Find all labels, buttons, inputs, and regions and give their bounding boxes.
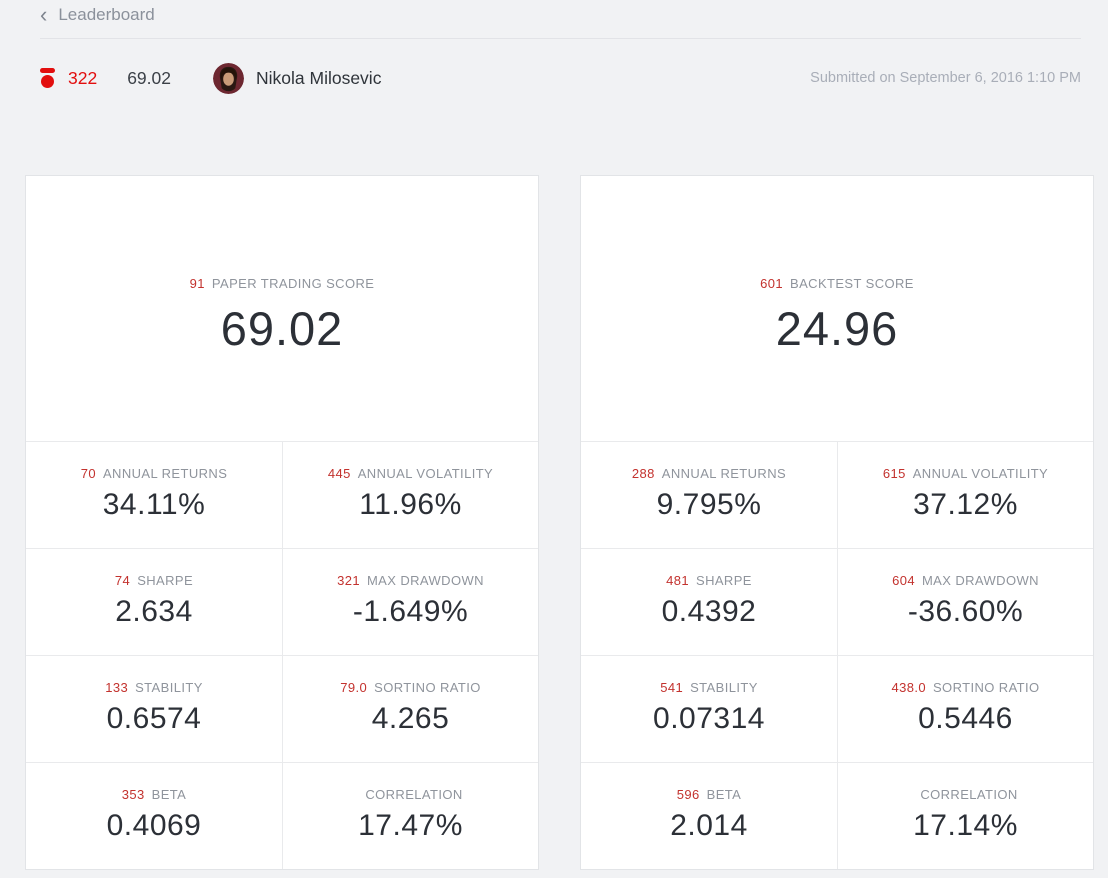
metric-label: STABILITY — [135, 680, 203, 695]
metric-value: 0.6574 — [106, 702, 202, 735]
metric-value: -36.60% — [907, 595, 1024, 628]
score-value: 69.02 — [220, 301, 344, 355]
metric-rank: 481 — [666, 573, 689, 588]
score-card: 601 BACKTEST SCORE 24.96 288 ANNUAL RETU… — [580, 175, 1094, 870]
metric-label: MAX DRAWDOWN — [366, 573, 484, 588]
metric-cell: CORRELATION 17.14% — [837, 762, 1093, 869]
metric-value: 0.5446 — [918, 702, 1013, 735]
metric-label: SHARPE — [696, 573, 752, 588]
metric-value: 4.265 — [371, 702, 450, 735]
chevron-left-icon: ‹ — [40, 2, 48, 27]
score-panel: 91 PAPER TRADING SCORE 69.02 — [26, 176, 538, 441]
participant-score: 69.02 — [127, 67, 171, 88]
back-link[interactable]: ‹ Leaderboard — [40, 1, 155, 29]
metric-value: 37.12% — [913, 488, 1018, 521]
metric-value: 0.4069 — [106, 809, 202, 842]
metric-cell: 445 ANNUAL VOLATILITY 11.96% — [282, 441, 538, 548]
metric-label: BETA — [151, 787, 187, 802]
score-rank: 91 — [189, 275, 205, 291]
metric-rank: 74 — [114, 573, 131, 588]
metric-label: SORTINO RATIO — [374, 680, 481, 695]
metric-cell: 353 BETA 0.4069 — [26, 762, 282, 869]
submitted-timestamp: Submitted on September 6, 2016 1:10 PM — [810, 70, 1081, 86]
metric-rank: 615 — [882, 466, 906, 481]
metric-grid: 288 ANNUAL RETURNS 9.795% 615 ANNUAL VOL… — [581, 441, 1093, 869]
medal-icon — [40, 68, 55, 88]
metric-label: ANNUAL VOLATILITY — [357, 466, 494, 481]
metric-label: STABILITY — [690, 680, 758, 695]
metric-cell: 604 MAX DRAWDOWN -36.60% — [837, 548, 1093, 655]
metric-cell: 321 MAX DRAWDOWN -1.649% — [282, 548, 538, 655]
metric-grid: 70 ANNUAL RETURNS 34.11% 445 ANNUAL VOLA… — [26, 441, 538, 869]
metric-value: 17.14% — [913, 809, 1018, 842]
participant-rank: 322 — [68, 67, 98, 88]
metric-value: -1.649% — [352, 595, 469, 628]
metric-value: 9.795% — [656, 488, 762, 521]
metric-rank: 445 — [327, 466, 351, 481]
metric-rank: 133 — [105, 680, 129, 695]
metric-rank: 79.0 — [340, 680, 368, 695]
metric-rank: 288 — [631, 466, 655, 481]
metric-cell: 615 ANNUAL VOLATILITY 37.12% — [837, 441, 1093, 548]
metric-rank: 541 — [660, 680, 684, 695]
metric-rank: 321 — [337, 573, 360, 588]
metric-cell: 541 STABILITY 0.07314 — [581, 655, 837, 762]
metric-cell: CORRELATION 17.47% — [282, 762, 538, 869]
header-divider — [40, 38, 1081, 39]
score-card: 91 PAPER TRADING SCORE 69.02 70 ANNUAL R… — [25, 175, 539, 870]
metric-rank: 438.0 — [891, 680, 926, 695]
metric-value: 2.634 — [115, 595, 193, 628]
participant-name: Nikola Milosevic — [256, 67, 382, 88]
metric-cell: 79.0 SORTINO RATIO 4.265 — [282, 655, 538, 762]
metric-label: SORTINO RATIO — [932, 680, 1040, 695]
metric-label: CORRELATION — [365, 787, 463, 802]
score-label: BACKTEST SCORE — [790, 275, 914, 291]
metric-cell: 70 ANNUAL RETURNS 34.11% — [26, 441, 282, 548]
score-label: PAPER TRADING SCORE — [211, 275, 375, 291]
metric-cell: 288 ANNUAL RETURNS 9.795% — [581, 441, 837, 548]
metric-label: CORRELATION — [920, 787, 1018, 802]
participant-row: 322 69.02 Nikola Milosevic Submitted on … — [40, 59, 1081, 97]
metric-label: BETA — [706, 787, 742, 802]
score-panel: 601 BACKTEST SCORE 24.96 — [581, 176, 1093, 441]
metric-cell: 596 BETA 2.014 — [581, 762, 837, 869]
metric-value: 0.4392 — [661, 595, 757, 628]
metric-value: 11.96% — [359, 488, 462, 521]
metric-cell: 481 SHARPE 0.4392 — [581, 548, 837, 655]
metric-rank: 604 — [892, 573, 915, 588]
metric-cell: 438.0 SORTINO RATIO 0.5446 — [837, 655, 1093, 762]
metric-label: ANNUAL VOLATILITY — [912, 466, 1049, 481]
metric-label: ANNUAL RETURNS — [661, 466, 787, 481]
metric-rank: 70 — [80, 466, 96, 481]
metric-value: 2.014 — [670, 809, 748, 842]
metric-rank: 596 — [676, 787, 700, 802]
score-cards: 91 PAPER TRADING SCORE 69.02 70 ANNUAL R… — [25, 175, 1094, 870]
metric-label: ANNUAL RETURNS — [102, 466, 228, 481]
metric-value: 0.07314 — [653, 702, 765, 735]
avatar — [213, 62, 244, 94]
metric-cell: 133 STABILITY 0.6574 — [26, 655, 282, 762]
back-label: Leaderboard — [58, 5, 155, 24]
metric-rank: 353 — [121, 787, 145, 802]
score-rank: 601 — [760, 275, 784, 291]
metric-label: MAX DRAWDOWN — [921, 573, 1039, 588]
metric-label: SHARPE — [137, 573, 194, 588]
score-value: 24.96 — [775, 301, 899, 355]
metric-cell: 74 SHARPE 2.634 — [26, 548, 282, 655]
metric-value: 17.47% — [358, 809, 463, 842]
metric-value: 34.11% — [102, 488, 206, 521]
